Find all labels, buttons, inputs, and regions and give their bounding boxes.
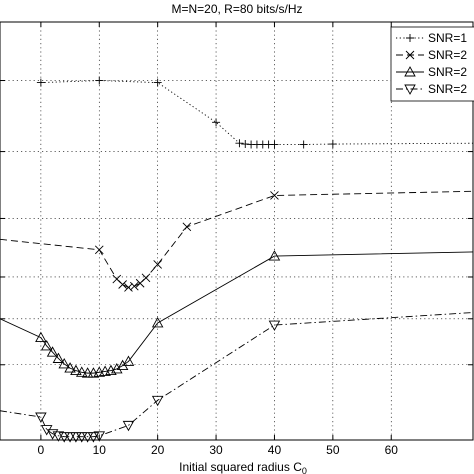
- data-point-plus: [406, 34, 414, 42]
- series-layer: [0, 76, 474, 443]
- data-point-x: [124, 283, 133, 292]
- data-point-triangle-down: [151, 395, 164, 407]
- legend-label: SNR=2: [428, 65, 467, 79]
- data-point-plus: [235, 139, 244, 148]
- data-point-plus: [36, 78, 45, 87]
- data-point-plus: [299, 140, 308, 149]
- legend: SNR=1 SNR=2 SNR=2 SNR=2: [390, 26, 474, 102]
- data-point-triangle-up: [111, 363, 123, 374]
- data-point-triangle-up: [122, 355, 135, 366]
- data-point-triangle-up: [40, 340, 53, 351]
- series-line: [0, 251, 474, 374]
- x-tick-label: 10: [93, 443, 107, 457]
- data-point-triangle-up: [75, 366, 88, 377]
- x-axis-label-text: Initial squared radius C: [179, 460, 302, 474]
- data-point-x: [94, 245, 104, 255]
- data-point-triangle-down: [58, 432, 70, 443]
- data-point-plus: [95, 76, 104, 85]
- legend-label: SNR=1: [428, 31, 467, 45]
- data-point-triangle-down: [404, 84, 416, 95]
- data-point-triangle-down: [81, 432, 94, 443]
- data-point-triangle-down: [268, 320, 281, 331]
- data-point-triangle-up: [81, 367, 94, 378]
- chart-title: M=N=20, R=80 bits/s/Hz: [171, 2, 302, 16]
- x-tick-label: 50: [326, 443, 340, 457]
- data-point-x: [270, 191, 279, 200]
- data-point-triangle-down: [70, 432, 82, 443]
- legend-label: SNR=2: [428, 48, 467, 62]
- series-group: [36, 76, 474, 149]
- data-point-x: [118, 280, 127, 289]
- data-point-plus: [270, 140, 279, 149]
- data-point-x: [153, 260, 162, 269]
- x-tick-label: 0: [38, 443, 45, 457]
- x-tick-label: 40: [268, 443, 282, 457]
- x-tick-label: 60: [385, 443, 399, 457]
- data-point-triangle-down: [87, 432, 100, 443]
- data-point-triangle-up: [70, 364, 82, 376]
- series-group: [0, 250, 474, 378]
- series-line: [0, 190, 474, 288]
- data-point-triangle-down: [64, 432, 76, 443]
- legend-box: [390, 26, 474, 102]
- series-group: [0, 190, 474, 292]
- data-point-triangle-down: [52, 431, 65, 442]
- data-point-triangle-up: [35, 331, 47, 343]
- data-point-triangle-up: [404, 66, 416, 77]
- x-tick-label: 30: [209, 443, 223, 457]
- data-point-triangle-up: [64, 362, 76, 373]
- data-point-triangle-down: [93, 431, 106, 442]
- x-axis-label-subscript: 0: [302, 466, 307, 474]
- data-point-x: [141, 273, 151, 283]
- data-point-x: [182, 222, 192, 232]
- data-point-triangle-up: [58, 357, 70, 369]
- legend-label: SNR=2: [428, 82, 467, 96]
- data-point-triangle-down: [35, 412, 47, 423]
- data-point-triangle-up: [151, 317, 164, 328]
- data-point-plus: [328, 140, 337, 149]
- data-point-plus: [212, 118, 221, 127]
- axis-layer: 0 10 20 30 40 50 60: [0, 21, 473, 457]
- x-axis-label: Initial squared radius C0: [179, 460, 307, 474]
- plot-frame: [0, 21, 474, 441]
- data-point-triangle-down: [122, 420, 135, 432]
- series-group: [0, 312, 474, 443]
- x-tick-label: 20: [151, 443, 165, 457]
- data-point-triangle-up: [268, 250, 281, 261]
- data-point-x: [405, 50, 415, 60]
- data-point-plus: [153, 78, 162, 87]
- data-point-x: [129, 281, 139, 291]
- data-point-triangle-down: [75, 432, 88, 443]
- data-point-triangle-up: [52, 352, 65, 363]
- data-point-triangle-up: [46, 346, 59, 357]
